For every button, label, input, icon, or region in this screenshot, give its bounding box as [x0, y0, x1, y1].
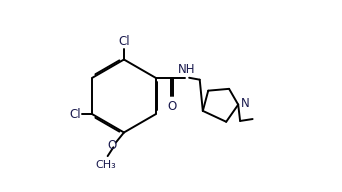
Text: NH: NH: [177, 63, 195, 76]
Text: N: N: [240, 97, 249, 110]
Text: Cl: Cl: [69, 108, 81, 121]
Text: CH₃: CH₃: [95, 160, 116, 170]
Text: O: O: [167, 100, 176, 113]
Text: O: O: [108, 139, 117, 152]
Text: Cl: Cl: [118, 35, 130, 48]
